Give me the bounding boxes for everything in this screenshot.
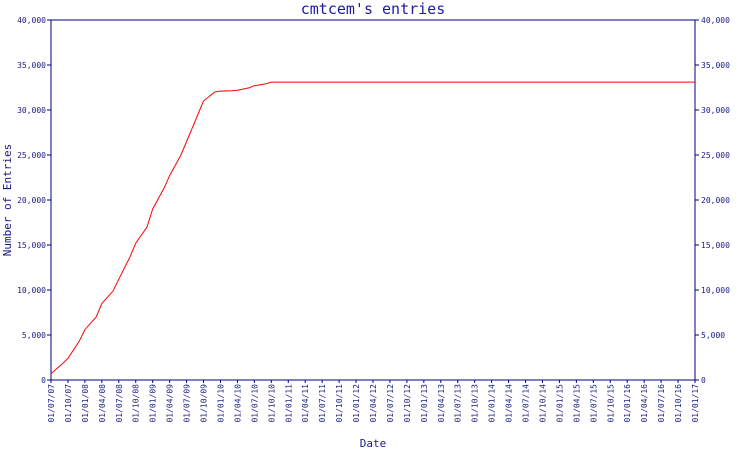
x-tick-label: 01/10/10 — [267, 384, 276, 423]
x-tick-label: 01/04/13 — [437, 384, 446, 423]
x-tick-label: 01/10/11 — [335, 384, 344, 423]
x-tick-label: 01/01/13 — [420, 384, 429, 423]
y-tick-label-right: 5,000 — [701, 331, 725, 340]
x-axis-label: Date — [360, 437, 387, 450]
y-tick-label-left: 10,000 — [17, 286, 46, 295]
x-tick-label: 01/10/07 — [64, 384, 73, 423]
y-axis-label: Number of Entries — [1, 144, 14, 257]
x-tick-label: 01/10/12 — [403, 384, 412, 423]
series-layer — [50, 81, 695, 375]
x-tick-label: 01/04/14 — [505, 384, 514, 423]
x-tick-label: 01/10/09 — [200, 384, 209, 423]
y-tick-label-left: 30,000 — [17, 106, 46, 115]
x-tick-label: 01/01/12 — [352, 384, 361, 423]
y-tick-label-right: 30,000 — [701, 106, 730, 115]
y-tick-label-right: 25,000 — [701, 151, 730, 160]
x-tick-label: 01/07/09 — [183, 384, 192, 423]
x-tick-label: 01/10/14 — [538, 384, 547, 423]
x-tick-label: 01/07/15 — [589, 384, 598, 423]
x-tick-label: 01/04/15 — [572, 384, 581, 423]
y-tick-label-right: 35,000 — [701, 61, 730, 70]
y-tick-label-left: 35,000 — [17, 61, 46, 70]
series-line — [50, 81, 695, 375]
y-tick-label-left: 40,000 — [17, 16, 46, 25]
x-tick-label: 01/10/16 — [674, 384, 683, 423]
x-tick-label: 01/01/16 — [623, 384, 632, 423]
y-tick-label-right: 0 — [701, 376, 706, 385]
x-tick-label: 01/01/10 — [216, 384, 225, 423]
y-tick-label-right: 15,000 — [701, 241, 730, 250]
y-tick-label-left: 20,000 — [17, 196, 46, 205]
x-tick-label: 01/04/11 — [301, 384, 310, 423]
x-tick-label: 01/10/08 — [132, 384, 141, 423]
y-tick-label-left: 25,000 — [17, 151, 46, 160]
y-tick-label-right: 10,000 — [701, 286, 730, 295]
chart-title: cmtcem's entries — [301, 0, 446, 18]
y-tick-label-left: 5,000 — [22, 331, 46, 340]
x-tick-label: 01/01/09 — [149, 384, 158, 423]
y-tick-label-left: 15,000 — [17, 241, 46, 250]
x-tick-label: 01/10/15 — [606, 384, 615, 423]
plot-frame — [50, 19, 696, 381]
y-tick-label-left: 0 — [41, 376, 46, 385]
x-tick-label: 01/04/08 — [98, 384, 107, 423]
x-tick-label: 01/07/12 — [386, 384, 395, 423]
x-tick-label: 01/01/15 — [555, 384, 564, 423]
x-tick-label: 01/01/08 — [81, 384, 90, 423]
x-tick-label: 01/01/11 — [284, 384, 293, 423]
x-tick-label: 01/07/14 — [522, 384, 531, 423]
x-tick-label: 01/04/16 — [640, 384, 649, 423]
x-tick-label: 01/10/13 — [471, 384, 480, 423]
x-tick-label: 01/07/13 — [454, 384, 463, 423]
y-tick-label-right: 40,000 — [701, 16, 730, 25]
x-tick-label: 01/04/09 — [166, 384, 175, 423]
y-axis-right: 0 5,000 10,000 15,000 20,000 25,000 30,000 35,0… — [695, 16, 730, 385]
x-axis: 01/07/07 01/10/07 01/01/08 01/04/08 01/07/08… — [47, 380, 700, 423]
x-tick-label: 01/07/08 — [115, 384, 124, 423]
y-axis-left: 0 5,000 10,000 15,000 20,000 25,000 30,000 35,0… — [17, 16, 51, 385]
x-tick-label: 01/07/10 — [250, 384, 259, 423]
y-tick-label-right: 20,000 — [701, 196, 730, 205]
x-tick-label: 01/07/16 — [657, 384, 666, 423]
x-tick-label: 01/07/11 — [318, 384, 327, 423]
x-tick-label: 01/07/07 — [47, 384, 56, 423]
x-tick-label: 01/01/17 — [691, 384, 700, 423]
x-tick-label: 01/04/12 — [369, 384, 378, 423]
x-tick-label: 01/01/14 — [488, 384, 497, 423]
x-tick-label: 01/04/10 — [233, 384, 242, 423]
